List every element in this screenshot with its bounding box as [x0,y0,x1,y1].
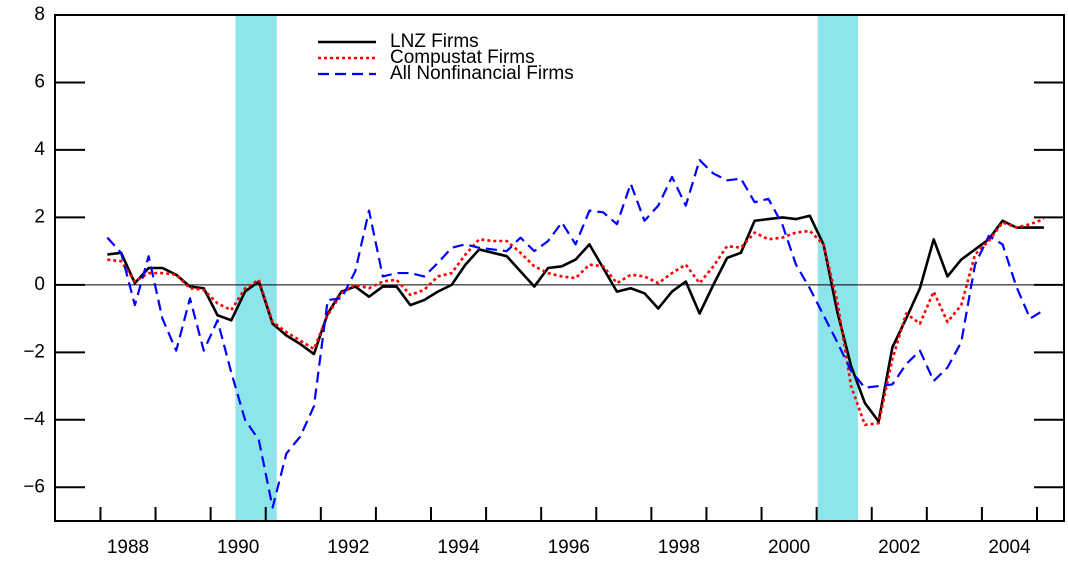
x-tick-label: 2002 [878,537,920,558]
y-tick-label: 4 [34,139,45,160]
series-line [107,214,1044,423]
plot-frame [54,14,1065,522]
x-tick-label: 1992 [327,537,369,558]
y-tick-label: −6 [23,476,45,497]
x-tick-label: 1990 [217,537,259,558]
series-line [107,217,1045,427]
y-tick-label: 8 [34,4,45,25]
legend-label: LNZ Firms [390,31,479,52]
legend-label: All Nonfinancial Firms [390,63,574,84]
recession-band [235,15,277,521]
y-tick-label: 6 [34,71,45,92]
y-tick-label: 0 [34,274,45,295]
y-tick-label: −2 [23,341,45,362]
x-tick-label: 1988 [107,537,149,558]
y-tick-label: 2 [34,206,45,227]
series-line [106,158,1045,509]
x-tick-label: 1996 [548,537,590,558]
x-tick-label: 2004 [988,537,1031,558]
legend-label: Compustat Firms [390,47,535,68]
x-tick-label: 2000 [768,537,810,558]
x-tick-label: 1998 [658,537,700,558]
recession-band [817,15,858,521]
y-tick-label: −4 [23,409,45,430]
x-tick-label: 1994 [437,537,480,558]
